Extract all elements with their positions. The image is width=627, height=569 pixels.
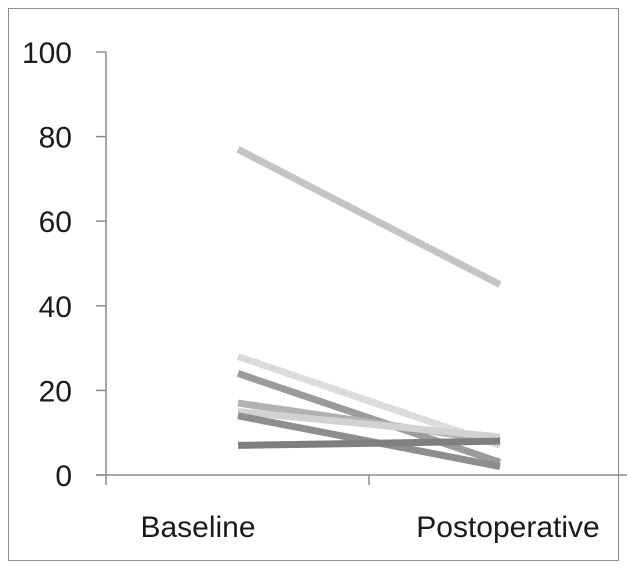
series-group: [236, 146, 502, 470]
x-tick-label: Postoperative: [416, 511, 599, 544]
series-line-5: [237, 408, 501, 441]
x-tick-label: Baseline: [140, 511, 255, 544]
axes: [96, 51, 627, 485]
y-tick-label: 100: [22, 37, 72, 70]
series-line-3: [236, 370, 502, 466]
tick-labels: 0 20 40 60 80 100 Baseline Postoperative: [22, 37, 600, 544]
y-tick-label: 0: [55, 460, 72, 493]
chart-frame: [8, 8, 619, 561]
y-tick-label: 20: [39, 375, 72, 408]
series-line-7: [237, 437, 501, 449]
y-tick-label: 80: [39, 122, 72, 155]
series-line-1: [236, 146, 502, 288]
y-tick-label: 60: [39, 206, 72, 239]
y-tick-label: 40: [39, 291, 72, 324]
